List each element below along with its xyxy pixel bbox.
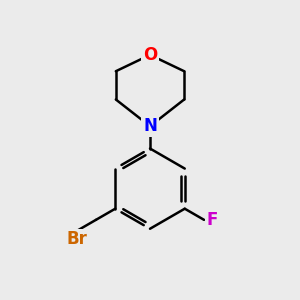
Text: N: N (143, 117, 157, 135)
Text: O: O (143, 46, 157, 64)
Text: F: F (206, 211, 218, 229)
Text: Br: Br (66, 230, 87, 248)
